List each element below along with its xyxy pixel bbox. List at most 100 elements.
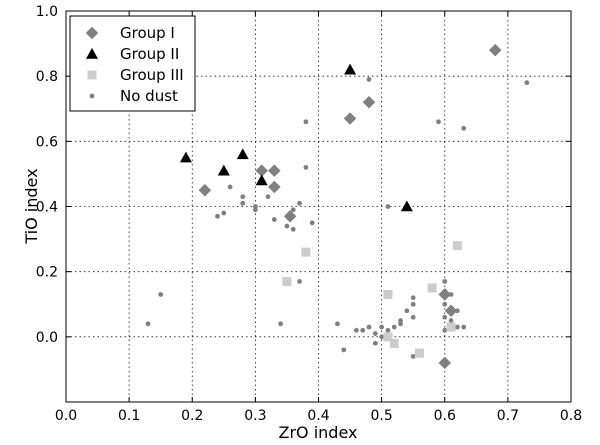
no-dust-point — [303, 165, 309, 170]
no-dust-point — [145, 321, 151, 327]
legend-label-group-ii: Group II — [120, 45, 179, 63]
y-tick-label: 0.4 — [36, 200, 58, 216]
x-tick-label: 0.4 — [307, 408, 329, 424]
no-dust-point — [221, 210, 227, 216]
group-iii-point — [415, 348, 424, 358]
grid — [66, 11, 571, 402]
group-i-point — [267, 180, 281, 194]
legend-label-group-i: Group I — [120, 24, 175, 42]
group-ii-point — [179, 151, 192, 163]
group-ii-point — [255, 174, 268, 186]
no-dust-point — [410, 314, 416, 320]
legend: Group I Group II Group III No dust — [69, 15, 196, 112]
legend-label-group-iii: Group III — [120, 66, 184, 84]
no-dust-point — [524, 80, 530, 86]
x-tick-label: 0.8 — [560, 408, 582, 424]
group-i-point — [444, 304, 458, 318]
no-dust-point — [278, 321, 284, 327]
axis-ticks: 0.0 0.1 0.2 0.3 0.4 0.5 0.6 0.7 0.8 0.0 0.2 0.4 0.6 0… — [36, 4, 582, 424]
group-i-point — [362, 95, 376, 109]
x-tick-label: 0.0 — [55, 408, 77, 424]
group-i-point — [343, 112, 357, 125]
group-iii-point — [301, 247, 311, 257]
no-dust-point — [379, 324, 385, 330]
no-dust-point — [461, 324, 467, 330]
y-axis-label: TiO index — [22, 168, 41, 244]
y-tick-label: 0.8 — [36, 69, 58, 85]
no-dust-point — [448, 318, 454, 323]
no-dust-point — [442, 301, 448, 307]
no-dust-point — [385, 327, 391, 333]
no-dust-point — [442, 314, 448, 320]
no-dust-point — [404, 308, 410, 314]
no-dust-point — [410, 353, 416, 359]
no-dust-point — [360, 327, 366, 333]
no-dust-point — [240, 200, 246, 206]
group-i-point — [488, 43, 502, 57]
no-dust-point — [265, 194, 271, 200]
group-i-point — [438, 288, 452, 301]
y-tick-label: 1.0 — [36, 4, 58, 20]
x-axis-label: ZrO index — [279, 423, 358, 442]
y-tick-label: 0.6 — [36, 134, 58, 150]
no-dust-point — [385, 204, 391, 209]
no-dust-point — [341, 347, 347, 353]
no-dust-point — [227, 184, 233, 190]
y-tick-label: 0.0 — [36, 330, 58, 346]
no-dust-point — [372, 340, 378, 346]
no-dust-point — [335, 321, 340, 327]
group-iii-point — [389, 338, 399, 348]
no-dust-point — [284, 223, 290, 229]
group-i-point — [438, 356, 452, 370]
no-dust-point — [271, 217, 277, 222]
group-i-point — [267, 164, 281, 178]
no-dust-point — [410, 301, 416, 307]
group-iii-point — [383, 332, 393, 342]
no-dust-point — [454, 324, 460, 330]
legend-marker-no-dust — [89, 93, 95, 99]
legend-marker-group-iii — [87, 70, 97, 80]
no-dust-point — [353, 327, 359, 333]
legend-marker-group-ii — [86, 48, 98, 59]
no-dust-point — [297, 200, 302, 206]
legend-label-no-dust: No dust — [120, 87, 178, 105]
no-dust-point — [290, 226, 296, 232]
x-tick-label: 0.2 — [181, 408, 203, 424]
no-dust-point — [391, 324, 397, 330]
no-dust-point — [309, 220, 315, 226]
group-ii-point — [217, 164, 230, 176]
no-dust-point — [215, 213, 220, 219]
no-dust-point — [461, 125, 467, 131]
group-i-point — [283, 209, 297, 223]
no-dust-point — [442, 327, 448, 333]
no-dust-point — [252, 207, 258, 213]
x-tick-label: 0.3 — [244, 408, 266, 424]
x-tick-label: 0.5 — [370, 408, 392, 424]
data-points — [145, 43, 530, 370]
no-dust-point — [398, 318, 403, 323]
group-iii-point — [446, 322, 456, 332]
no-dust-point — [290, 207, 296, 213]
no-dust-point — [436, 119, 441, 125]
no-dust-point — [297, 279, 302, 284]
no-dust-point — [410, 295, 416, 301]
x-tick-label: 0.1 — [118, 408, 140, 424]
group-ii-point — [236, 148, 249, 160]
y-tick-label: 0.2 — [36, 265, 58, 281]
group-ii-point — [344, 63, 357, 75]
group-iii-point — [427, 283, 437, 293]
no-dust-point — [379, 334, 385, 340]
x-tick-label: 0.6 — [434, 408, 456, 424]
group-i-point — [198, 183, 212, 197]
x-tick-label: 0.7 — [497, 408, 519, 424]
no-dust-point — [372, 331, 378, 336]
no-dust-point — [240, 194, 246, 200]
no-dust-point — [442, 279, 448, 284]
no-dust-point — [366, 77, 372, 82]
legend-marker-group-i — [85, 26, 99, 40]
no-dust-point — [303, 119, 309, 125]
no-dust-point — [366, 324, 372, 330]
no-dust-point — [158, 292, 164, 297]
group-iii-point — [282, 276, 292, 286]
